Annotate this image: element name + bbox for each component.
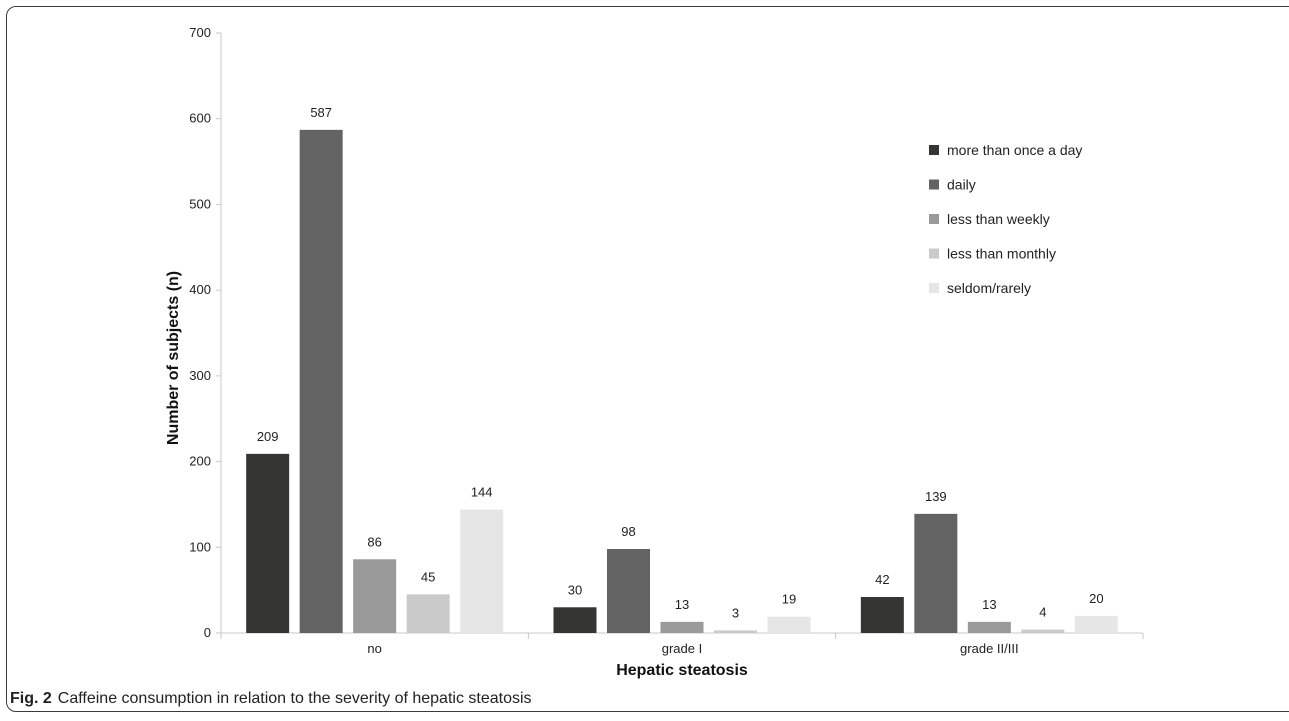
x-axis: no grade I grade II/III <box>220 632 1144 656</box>
legend-label: more than once a day <box>947 142 1082 158</box>
x-axis-title: Hepatic steatosis <box>616 662 748 679</box>
bar <box>714 630 757 633</box>
data-label: 209 <box>257 429 279 444</box>
legend-label: less than monthly <box>947 246 1056 262</box>
legend-label: less than weekly <box>947 211 1050 227</box>
data-label: 3 <box>732 605 739 620</box>
legend-swatch <box>929 214 939 224</box>
bar <box>1074 615 1118 633</box>
x-tick-label: grade II/III <box>960 641 1019 656</box>
y-axis-title: Number of subjects (n) <box>165 271 182 445</box>
legend: more than once a day daily less than weekl… <box>929 142 1082 296</box>
bar <box>553 607 597 633</box>
bar <box>660 621 704 633</box>
legend-item: more than once a day <box>929 142 1082 158</box>
y-tick-label: 200 <box>189 454 211 469</box>
y-tick-label: 500 <box>189 196 211 211</box>
bar <box>967 621 1011 633</box>
data-label: 587 <box>310 105 332 120</box>
figure-number: Fig. 2 <box>10 690 52 707</box>
data-label: 30 <box>568 582 582 597</box>
legend-label: daily <box>947 177 976 193</box>
caption-text: Caffeine consumption in relation to the … <box>57 690 532 707</box>
data-label: 42 <box>875 572 889 587</box>
data-label: 98 <box>621 524 635 539</box>
y-tick-label: 0 <box>204 625 211 640</box>
y-tick-label: 100 <box>189 539 211 554</box>
data-label: 86 <box>367 534 381 549</box>
data-label: 19 <box>782 592 796 607</box>
legend-swatch <box>929 145 939 155</box>
bar <box>353 559 397 633</box>
y-tick-label: 300 <box>189 368 211 383</box>
legend-item: less than monthly <box>929 246 1056 262</box>
data-label: 20 <box>1089 591 1103 606</box>
legend-label: seldom/rarely <box>947 280 1031 296</box>
bars <box>246 129 1118 633</box>
bar <box>406 594 450 633</box>
bar <box>767 616 811 633</box>
data-label: 13 <box>982 597 996 612</box>
data-label: 144 <box>471 485 493 500</box>
legend-item: less than weekly <box>929 211 1050 227</box>
bar <box>299 129 343 633</box>
x-tick-label: no <box>367 641 381 656</box>
legend-swatch <box>929 179 939 190</box>
x-tick-label: grade I <box>662 641 702 656</box>
figure-caption: Fig. 2 Caffeine consumption in relation t… <box>10 690 532 708</box>
bar <box>246 453 290 633</box>
data-label: 13 <box>675 597 689 612</box>
data-label: 4 <box>1039 605 1046 620</box>
legend-swatch <box>929 283 939 293</box>
legend-item: seldom/rarely <box>929 280 1031 296</box>
data-labels: 209 587 86 45 144 30 98 13 3 19 42 139 13 4 20 <box>257 105 1104 621</box>
y-tick-label: 700 <box>189 25 211 40</box>
bar <box>1021 629 1065 633</box>
figure-frame <box>6 6 1289 712</box>
y-tick-label: 400 <box>189 282 211 297</box>
data-label: 139 <box>925 489 947 504</box>
bar <box>914 513 958 633</box>
bar <box>860 597 904 633</box>
y-axis: 0 100 200 300 400 500 600 700 <box>189 25 222 640</box>
data-label: 45 <box>421 569 435 584</box>
legend-item: daily <box>929 177 976 193</box>
y-tick-label: 600 <box>189 111 211 126</box>
bar <box>607 549 650 633</box>
bar <box>460 509 504 633</box>
legend-swatch <box>929 248 939 259</box>
